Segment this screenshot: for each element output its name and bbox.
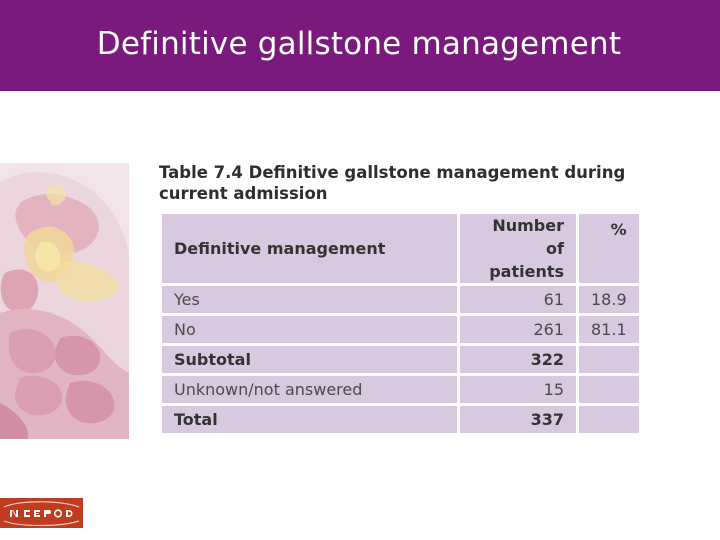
gallstone-management-table: Definitive management Number of patients… [159, 211, 642, 436]
table-row: Yes 61 18.9 [159, 283, 642, 316]
anatomy-illustration [0, 163, 129, 439]
table-caption-line2: current admission [159, 184, 328, 203]
row-label: Yes [159, 283, 460, 316]
header-patients: patients [489, 262, 564, 281]
row-count: 337 [457, 403, 579, 436]
row-count: 61 [457, 283, 579, 316]
row-percent: 81.1 [576, 313, 642, 346]
row-percent [576, 373, 642, 406]
row-percent: 18.9 [576, 283, 642, 316]
slide-title-text: Definitive gallstone management [96, 26, 622, 62]
header-percent: % [576, 211, 642, 286]
row-label: Unknown/not answered [159, 373, 460, 406]
abdominal-organs-image [0, 163, 129, 439]
row-label: Subtotal [159, 343, 460, 376]
row-count: 261 [457, 313, 579, 346]
table-caption-line1: Table 7.4 Definitive gallstone managemen… [159, 163, 626, 182]
header-definitive-management: Definitive management [159, 211, 460, 286]
row-label: Total [159, 403, 460, 436]
header-number-of: Number of [492, 216, 564, 258]
table-caption: Table 7.4 Definitive gallstone managemen… [159, 162, 629, 204]
slide-title: Definitive gallstone management [0, 26, 720, 62]
row-count: 322 [457, 343, 579, 376]
row-count: 15 [457, 373, 579, 406]
row-percent [576, 343, 642, 376]
ncepod-logo-mark [0, 498, 83, 528]
table-row: Unknown/not answered 15 [159, 373, 642, 406]
row-label: No [159, 313, 460, 346]
row-percent [576, 403, 642, 436]
table-row: No 261 81.1 [159, 313, 642, 346]
header-number-of-patients: Number of patients [457, 211, 579, 286]
table-row-subtotal: Subtotal 322 [159, 343, 642, 376]
table-row-total: Total 337 [159, 403, 642, 436]
table-header-row: Definitive management Number of patients… [159, 211, 642, 286]
ncepod-logo [0, 498, 83, 528]
title-bar: Definitive gallstone management [0, 0, 720, 91]
